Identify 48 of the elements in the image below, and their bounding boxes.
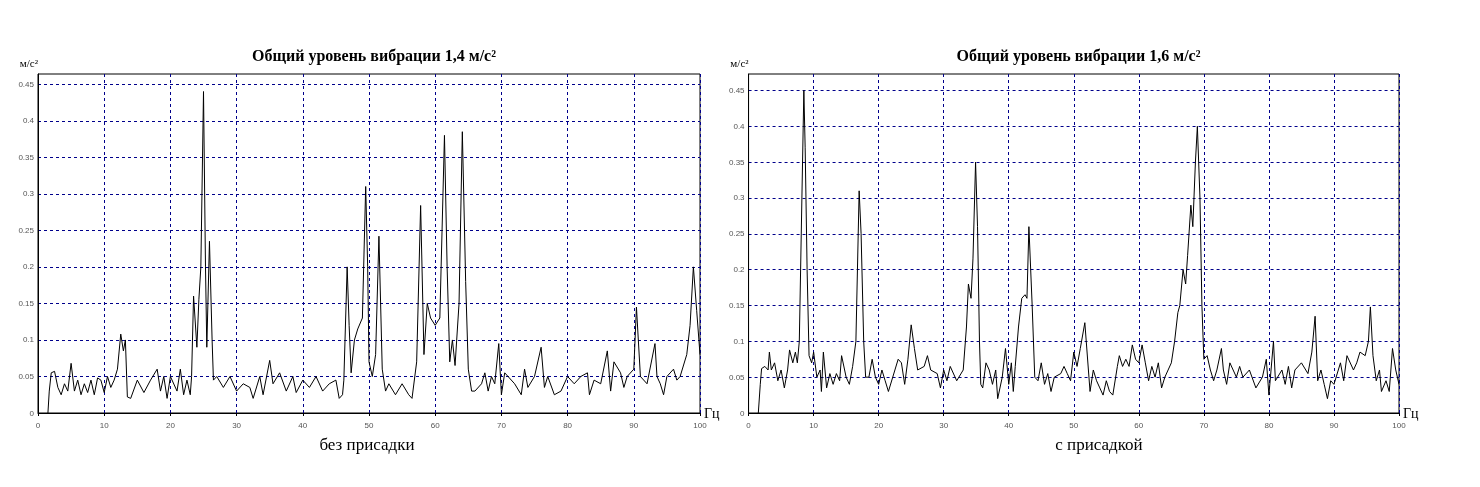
y-tick-label: 0.35	[18, 152, 35, 162]
x-tick-label: 100	[1392, 420, 1407, 430]
x-tick-label: 30	[939, 420, 949, 430]
y-tick-label: 0.45	[728, 85, 746, 95]
y-tick-label: 0.15	[18, 298, 35, 308]
chart-title: Общий уровень вибрации 1,4 м/с²	[252, 46, 497, 65]
y-tick-label: 0.25	[18, 225, 35, 235]
y-tick-label: 0.4	[22, 116, 35, 126]
x-tick-label: 50	[364, 420, 374, 430]
y-axis-title: м/с²	[19, 56, 39, 69]
y-tick-label: 0.25	[728, 229, 746, 239]
x-tick-label: 60	[1134, 420, 1144, 430]
x-tick-label: 30	[232, 420, 242, 430]
y-tick-label: 0.35	[728, 157, 746, 167]
y-tick-label: 0.1	[22, 335, 35, 345]
y-tick-label: 0.2	[733, 265, 746, 275]
x-axis-title: Гц	[704, 405, 721, 421]
y-tick-label: 0.3	[22, 189, 35, 199]
x-tick-label: 70	[496, 420, 507, 430]
x-tick-label: 80	[1264, 420, 1274, 430]
x-tick-label: 90	[1329, 420, 1339, 430]
y-tick-label: 0.45	[18, 79, 35, 89]
text: без присадки	[319, 435, 415, 454]
y-tick-label: 0.15	[728, 300, 746, 310]
x-tick-label: 40	[298, 420, 308, 430]
x-tick-label: 80	[563, 420, 573, 430]
x-tick-label: 50	[1069, 420, 1079, 430]
y-tick-label: 0	[740, 408, 746, 418]
x-tick-label: 10	[809, 420, 819, 430]
x-axis-title: Гц	[1403, 405, 1420, 421]
x-tick-label: 40	[1004, 420, 1014, 430]
x-tick-label: 90	[629, 420, 639, 430]
text: с присадкой	[1055, 435, 1143, 454]
y-tick-label: 0	[29, 408, 35, 418]
x-tick-label: 10	[99, 420, 110, 430]
x-tick-label: 20	[165, 420, 176, 430]
y-tick-label: 0.4	[733, 121, 746, 131]
x-tick-label: 100	[693, 420, 708, 430]
x-tick-label: 60	[430, 420, 441, 430]
x-tick-label: 70	[1199, 420, 1209, 430]
y-tick-label: 0.1	[733, 336, 746, 346]
y-tick-label: 0.05	[18, 371, 35, 381]
x-tick-label: 20	[874, 420, 884, 430]
y-tick-label: 0.2	[22, 262, 35, 272]
y-tick-label: 0.3	[733, 193, 746, 203]
y-tick-label: 0.05	[728, 372, 746, 382]
chart-title: Общий уровень вибрации 1,6 м/с²	[956, 46, 1201, 65]
y-axis-title: м/с²	[730, 56, 750, 69]
